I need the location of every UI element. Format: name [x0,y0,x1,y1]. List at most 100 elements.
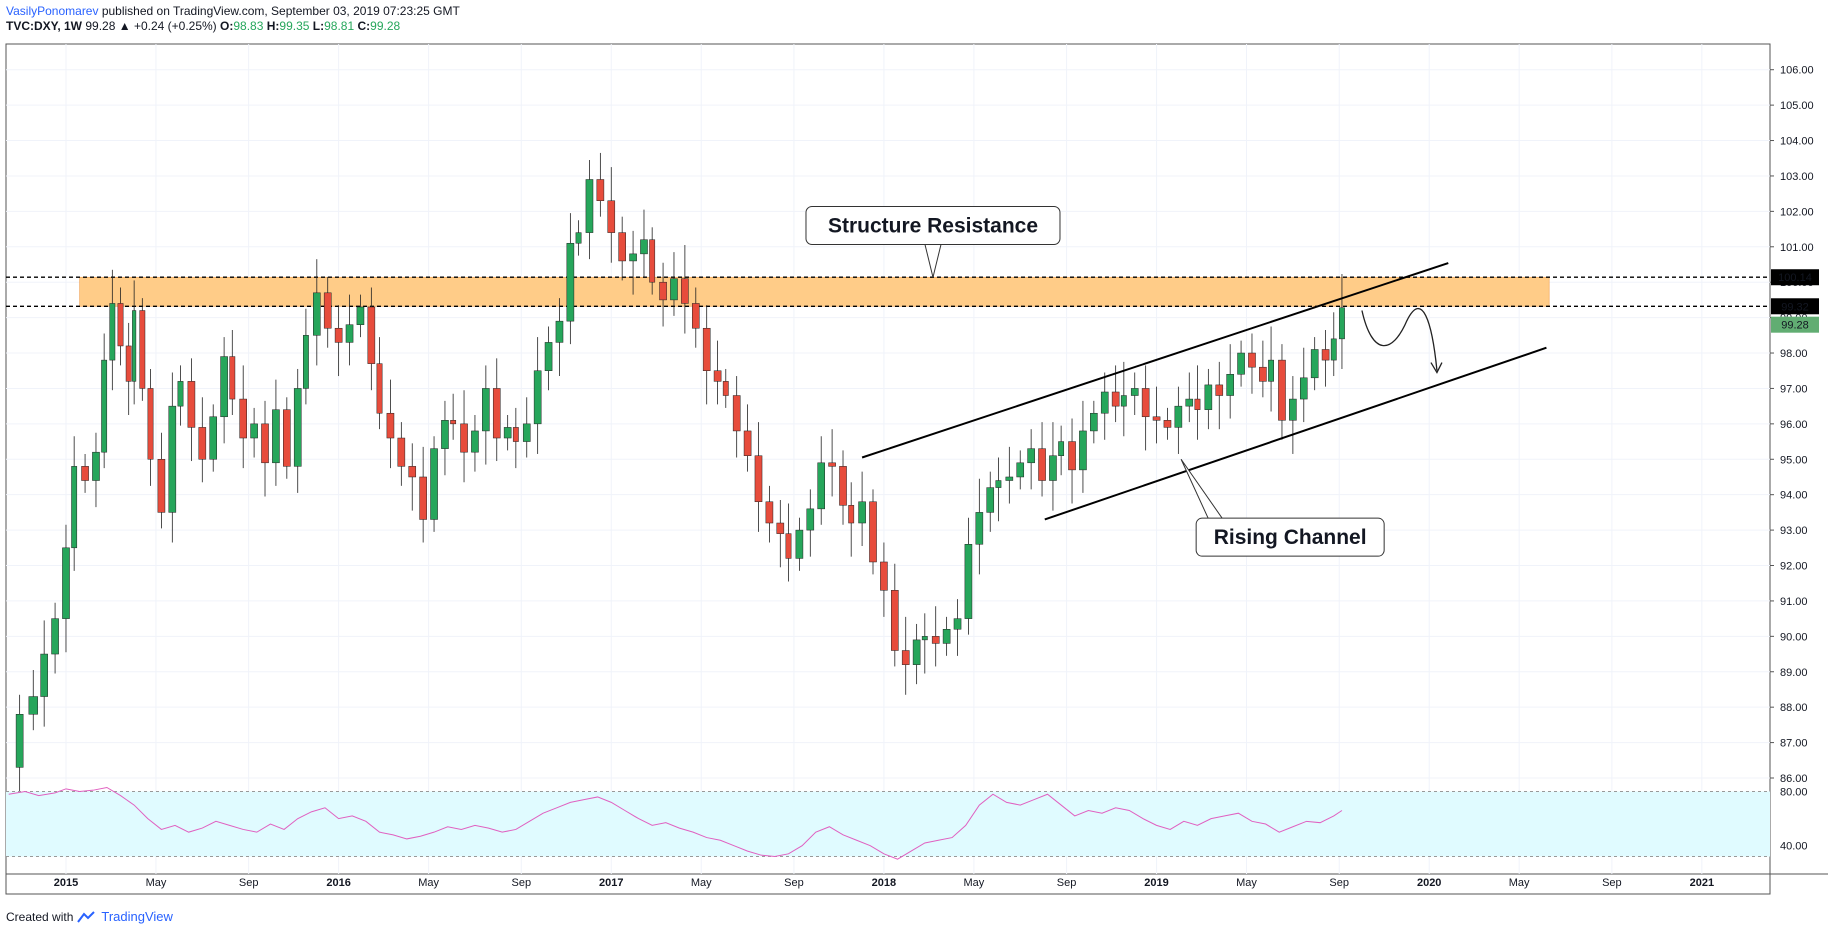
tradingview-logo-icon [77,910,96,923]
y-tick-label: 94.00 [1780,490,1808,502]
x-tick-label: May [691,877,712,889]
candle [125,345,132,382]
candle [607,200,616,233]
low-value: 98.81 [324,19,355,33]
candle [869,501,877,563]
candle [986,487,995,513]
candle [640,239,648,255]
candle [139,310,146,389]
y-tick-label: 91.00 [1780,596,1808,608]
candle [109,303,116,361]
candle [848,505,855,524]
chart-header: VasilyPonomarev published on TradingView… [6,4,460,34]
candle [313,292,321,336]
x-tick-label: Sep [1602,877,1622,889]
x-tick-label: 2018 [872,877,896,889]
candle [1321,349,1330,361]
rsi-band [6,791,1770,857]
candle [250,423,258,439]
candle [1005,476,1014,481]
x-tick-label: May [1509,877,1530,889]
plot-frame [5,43,1771,895]
candle [596,179,605,201]
tradingview-link[interactable]: TradingView [101,909,173,924]
candle [891,590,899,651]
candle [220,356,228,418]
candle [931,636,940,644]
price-label: 99.32 [1781,301,1809,313]
candle [198,427,207,460]
candle [659,281,667,301]
candle [629,253,637,262]
rsi-tick-label: 80.00 [1780,787,1808,799]
candle [649,239,656,283]
candle [460,423,468,453]
candle [691,303,700,329]
created-with-text: Created with [6,909,74,924]
y-tick-label: 88.00 [1780,702,1808,714]
candle [1058,441,1065,456]
candle [450,420,457,425]
x-tick-label: Sep [784,877,804,889]
projection-path [1361,307,1438,371]
y-tick-label: 87.00 [1780,738,1808,750]
high-label: H: [266,19,280,33]
candle [471,430,479,453]
candle [261,423,269,464]
candle [555,320,564,343]
callout-box [805,206,1061,246]
candle [356,306,365,325]
y-tick-label: 97.00 [1780,383,1808,395]
candle [397,437,406,467]
candle [430,448,438,520]
callout-pointer [1180,458,1223,519]
candle [492,388,501,439]
candle [1248,352,1256,368]
candle [101,359,108,453]
callout-box [1195,517,1385,557]
candle [1194,398,1201,410]
x-tick-label: 2016 [326,877,350,889]
author-link[interactable]: VasilyPonomarev [6,4,99,18]
x-tick-label: Sep [1329,877,1349,889]
candle [40,653,48,697]
callout-pointer [924,244,942,278]
candle [1339,307,1345,340]
candle [132,310,137,382]
candle [1100,391,1109,414]
y-tick-label: 103.00 [1780,171,1814,183]
candle [168,405,177,513]
x-tick-label: 2019 [1144,877,1168,889]
candle [1237,352,1245,375]
candle [795,529,804,559]
projection-arrowhead [1430,362,1443,374]
candle [828,462,836,467]
x-tick-label: 2015 [54,877,78,889]
y-tick-label: 95.00 [1780,454,1808,466]
candle [1330,338,1337,361]
y-tick-label: 92.00 [1780,561,1808,573]
candle [942,629,951,644]
candle [1226,374,1234,396]
y-tick-label: 101.00 [1780,242,1814,254]
symbol-label: TVC:DXY, 1W [6,19,83,33]
x-tick-label: 2017 [599,877,623,889]
candle [323,292,332,329]
y-tick-label: 90.00 [1780,631,1808,643]
candle [839,466,847,506]
open-label: O: [220,19,234,33]
candle [544,342,553,371]
candle [585,179,594,233]
candle [334,327,343,343]
candle [618,232,626,262]
candle [1163,420,1172,428]
candle [953,618,962,630]
candle [51,618,59,655]
open-value: 98.83 [233,19,264,33]
candle [408,466,417,478]
candle [386,412,395,439]
y-tick-label: 106.00 [1780,65,1814,77]
channel-lower-line [1044,346,1547,521]
candle [1049,455,1057,481]
